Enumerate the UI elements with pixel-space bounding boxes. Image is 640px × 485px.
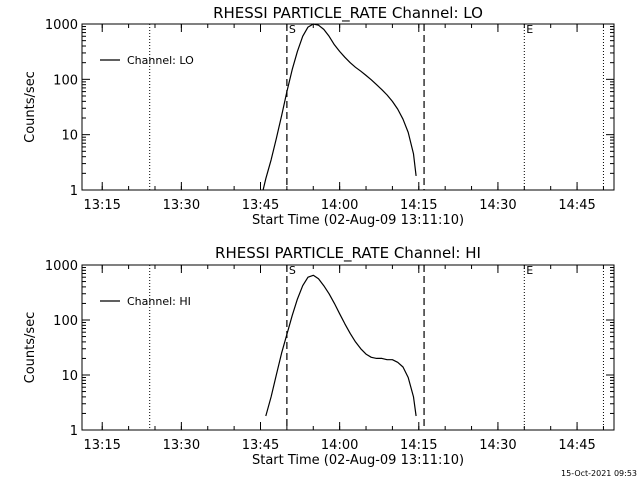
time-marker-label: E bbox=[526, 264, 533, 277]
x-tick-label: 13:15 bbox=[83, 438, 120, 453]
time-marker-label: S bbox=[289, 264, 296, 277]
legend-label: Channel: HI bbox=[127, 295, 191, 308]
y-tick-label: 1 bbox=[70, 184, 78, 199]
panel-lo: RHESSI PARTICLE_RATE Channel: LO 1 10 100 10… bbox=[23, 4, 615, 228]
timestamp-footer: 15-Oct-2021 09:53 bbox=[561, 469, 637, 478]
time-marker-label: E bbox=[526, 23, 533, 36]
x-tick-label: 13:30 bbox=[163, 438, 200, 453]
y-tick-label: 100 bbox=[53, 314, 78, 329]
y-tick-label: 1000 bbox=[45, 18, 78, 33]
y-tick-label: 1 bbox=[70, 424, 78, 439]
x-tick-label: 13:45 bbox=[242, 198, 279, 213]
x-tick-label: 13:45 bbox=[242, 438, 279, 453]
x-tick-label: 14:30 bbox=[479, 198, 516, 213]
y-axis-label: Counts/sec bbox=[23, 71, 38, 143]
x-axis-label: Start Time (02-Aug-09 13:11:10) bbox=[252, 213, 464, 228]
x-tick-label: 14:00 bbox=[321, 198, 358, 213]
plot-frame bbox=[81, 23, 615, 191]
y-tick-label: 10 bbox=[61, 129, 78, 144]
x-tick-label: 13:30 bbox=[163, 198, 200, 213]
x-axis-label: Start Time (02-Aug-09 13:11:10) bbox=[252, 453, 464, 468]
x-tick-label: 14:45 bbox=[558, 438, 595, 453]
y-axis-label: Counts/sec bbox=[23, 312, 38, 384]
y-tick-label: 100 bbox=[53, 73, 78, 88]
x-tick-label: 14:30 bbox=[479, 438, 516, 453]
x-tick-label: 13:15 bbox=[83, 198, 120, 213]
y-tick-label: 1000 bbox=[45, 259, 78, 274]
x-tick-label: 14:15 bbox=[400, 198, 437, 213]
time-marker-label: S bbox=[289, 23, 296, 36]
y-tick-label: 10 bbox=[61, 369, 78, 384]
chart-title: RHESSI PARTICLE_RATE Channel: HI bbox=[215, 244, 481, 263]
legend-label: Channel: LO bbox=[127, 54, 194, 67]
x-tick-label: 14:00 bbox=[321, 438, 358, 453]
x-tick-label: 14:45 bbox=[558, 198, 595, 213]
chart-title: RHESSI PARTICLE_RATE Channel: LO bbox=[213, 4, 483, 23]
series-line bbox=[262, 23, 417, 191]
plot-frame bbox=[81, 264, 615, 431]
x-tick-label: 14:15 bbox=[400, 438, 437, 453]
panel-hi: RHESSI PARTICLE_RATE Channel: HI 1 10 100 10… bbox=[23, 244, 615, 468]
series-line bbox=[265, 274, 417, 417]
